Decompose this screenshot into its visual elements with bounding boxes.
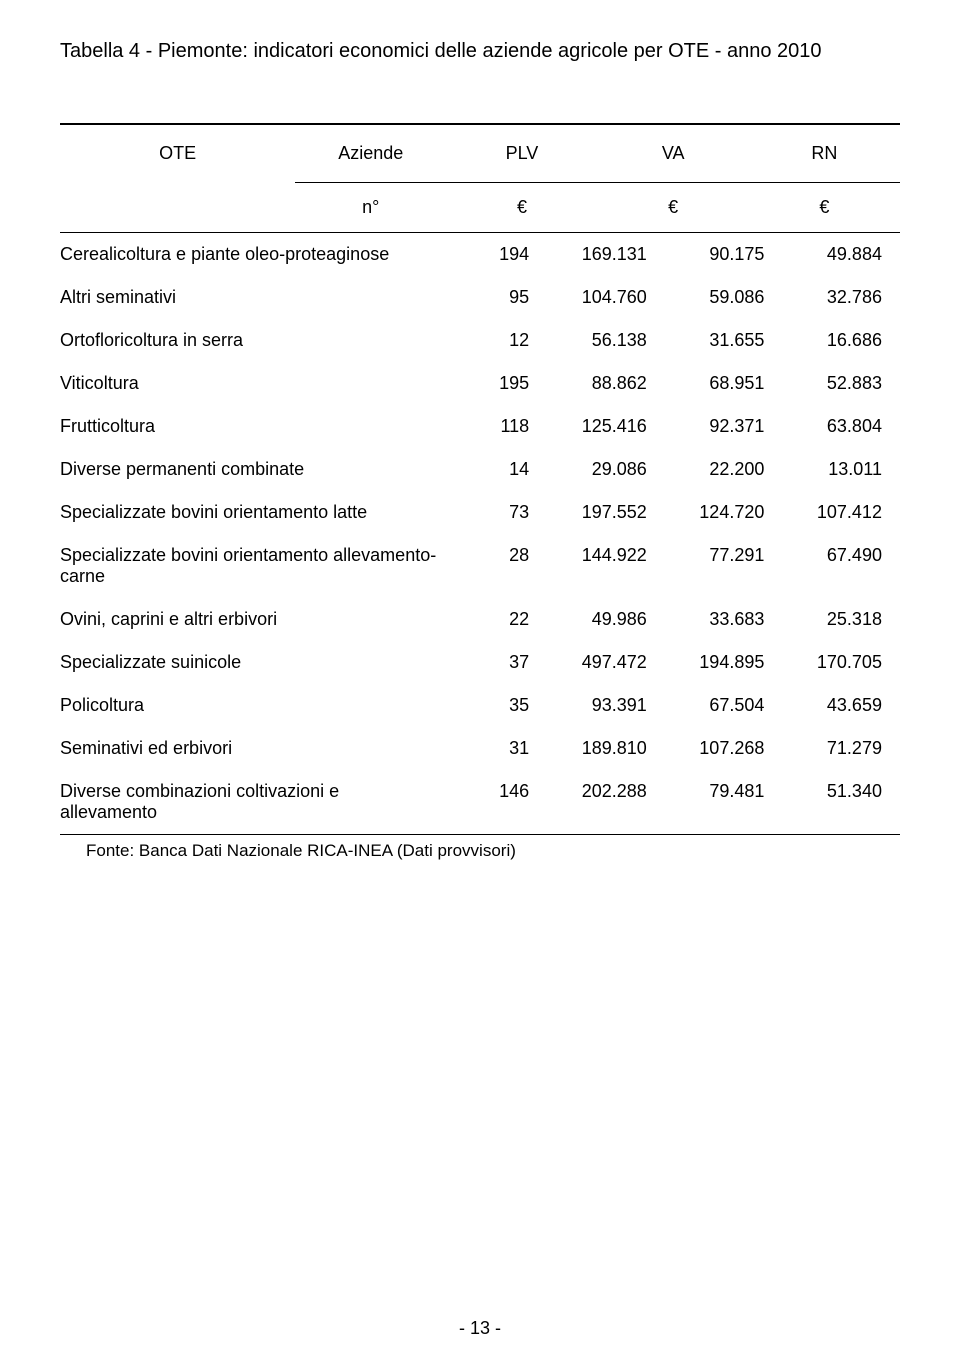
page-number: - 13 -	[0, 1318, 960, 1339]
header-rn: RN	[749, 143, 900, 164]
header-unit-plv: €	[446, 197, 597, 218]
cell-label: Specializzate suinicole	[60, 652, 446, 673]
cell-label: Specializzate bovini orientamento alleva…	[60, 545, 446, 587]
table-row: Specializzate bovini orientamento latte7…	[60, 491, 900, 534]
cell-plv: 197.552	[547, 502, 665, 523]
table-row: Ovini, caprini e altri erbivori2249.9863…	[60, 598, 900, 641]
cell-label: Viticoltura	[60, 373, 446, 394]
cell-plv: 93.391	[547, 695, 665, 716]
cell-label: Policoltura	[60, 695, 446, 716]
cell-n: 22	[446, 609, 547, 630]
table-title: Tabella 4 - Piemonte: indicatori economi…	[60, 40, 900, 63]
cell-va: 68.951	[665, 373, 783, 394]
cell-plv: 88.862	[547, 373, 665, 394]
table-row: Specializzate suinicole37497.472194.8951…	[60, 641, 900, 684]
cell-n: 12	[446, 330, 547, 351]
header-aziende: Aziende	[295, 143, 446, 164]
cell-n: 35	[446, 695, 547, 716]
cell-rn: 71.279	[782, 738, 900, 759]
cell-va: 77.291	[665, 545, 783, 566]
table-row: Cerealicoltura e piante oleo-proteaginos…	[60, 233, 900, 276]
header-row-2: n° € € €	[60, 183, 900, 232]
table-row: Viticoltura19588.86268.95152.883	[60, 362, 900, 405]
cell-rn: 13.011	[782, 459, 900, 480]
cell-n: 95	[446, 287, 547, 308]
cell-label: Specializzate bovini orientamento latte	[60, 502, 446, 523]
cell-rn: 51.340	[782, 781, 900, 802]
cell-plv: 56.138	[547, 330, 665, 351]
cell-n: 195	[446, 373, 547, 394]
cell-rn: 63.804	[782, 416, 900, 437]
cell-plv: 49.986	[547, 609, 665, 630]
cell-rn: 67.490	[782, 545, 900, 566]
cell-va: 31.655	[665, 330, 783, 351]
cell-plv: 169.131	[547, 244, 665, 265]
header-empty	[60, 197, 295, 218]
cell-label: Seminativi ed erbivori	[60, 738, 446, 759]
cell-label: Ovini, caprini e altri erbivori	[60, 609, 446, 630]
cell-n: 118	[446, 416, 547, 437]
table-row: Altri seminativi95104.76059.08632.786	[60, 276, 900, 319]
cell-va: 90.175	[665, 244, 783, 265]
page-container: Tabella 4 - Piemonte: indicatori economi…	[0, 0, 960, 1369]
table-row: Specializzate bovini orientamento alleva…	[60, 534, 900, 598]
cell-rn: 43.659	[782, 695, 900, 716]
cell-rn: 170.705	[782, 652, 900, 673]
cell-plv: 29.086	[547, 459, 665, 480]
table-row: Seminativi ed erbivori31189.810107.26871…	[60, 727, 900, 770]
header-unit-n: n°	[295, 197, 446, 218]
header-row-1: OTE Aziende PLV VA RN	[60, 125, 900, 182]
table-row: Ortofloricoltura in serra1256.13831.6551…	[60, 319, 900, 362]
cell-n: 14	[446, 459, 547, 480]
cell-plv: 202.288	[547, 781, 665, 802]
table-row: Diverse combinazioni coltivazioni e alle…	[60, 770, 900, 834]
cell-label: Diverse permanenti combinate	[60, 459, 446, 480]
cell-label: Frutticoltura	[60, 416, 446, 437]
cell-rn: 25.318	[782, 609, 900, 630]
cell-rn: 52.883	[782, 373, 900, 394]
cell-va: 67.504	[665, 695, 783, 716]
table-row: Diverse permanenti combinate1429.08622.2…	[60, 448, 900, 491]
cell-rn: 49.884	[782, 244, 900, 265]
cell-plv: 104.760	[547, 287, 665, 308]
cell-n: 73	[446, 502, 547, 523]
cell-n: 28	[446, 545, 547, 566]
table-row: Frutticoltura118125.41692.37163.804	[60, 405, 900, 448]
cell-n: 194	[446, 244, 547, 265]
cell-plv: 497.472	[547, 652, 665, 673]
table-body: Cerealicoltura e piante oleo-proteaginos…	[60, 233, 900, 834]
cell-va: 107.268	[665, 738, 783, 759]
cell-va: 22.200	[665, 459, 783, 480]
header-unit-rn: €	[749, 197, 900, 218]
cell-va: 194.895	[665, 652, 783, 673]
cell-va: 124.720	[665, 502, 783, 523]
cell-plv: 144.922	[547, 545, 665, 566]
cell-label: Ortofloricoltura in serra	[60, 330, 446, 351]
cell-plv: 125.416	[547, 416, 665, 437]
cell-va: 33.683	[665, 609, 783, 630]
cell-rn: 16.686	[782, 330, 900, 351]
header-unit-va: €	[598, 197, 749, 218]
cell-va: 59.086	[665, 287, 783, 308]
cell-n: 146	[446, 781, 547, 802]
header-plv: PLV	[446, 143, 597, 164]
cell-label: Diverse combinazioni coltivazioni e alle…	[60, 781, 446, 823]
cell-va: 79.481	[665, 781, 783, 802]
table-row: Policoltura3593.39167.50443.659	[60, 684, 900, 727]
header-va: VA	[598, 143, 749, 164]
table-footnote: Fonte: Banca Dati Nazionale RICA-INEA (D…	[86, 841, 900, 861]
cell-label: Altri seminativi	[60, 287, 446, 308]
cell-rn: 32.786	[782, 287, 900, 308]
cell-label: Cerealicoltura e piante oleo-proteaginos…	[60, 244, 446, 265]
cell-n: 31	[446, 738, 547, 759]
rule-bottom	[60, 834, 900, 835]
cell-rn: 107.412	[782, 502, 900, 523]
cell-va: 92.371	[665, 416, 783, 437]
cell-plv: 189.810	[547, 738, 665, 759]
header-ote: OTE	[60, 143, 295, 164]
cell-n: 37	[446, 652, 547, 673]
